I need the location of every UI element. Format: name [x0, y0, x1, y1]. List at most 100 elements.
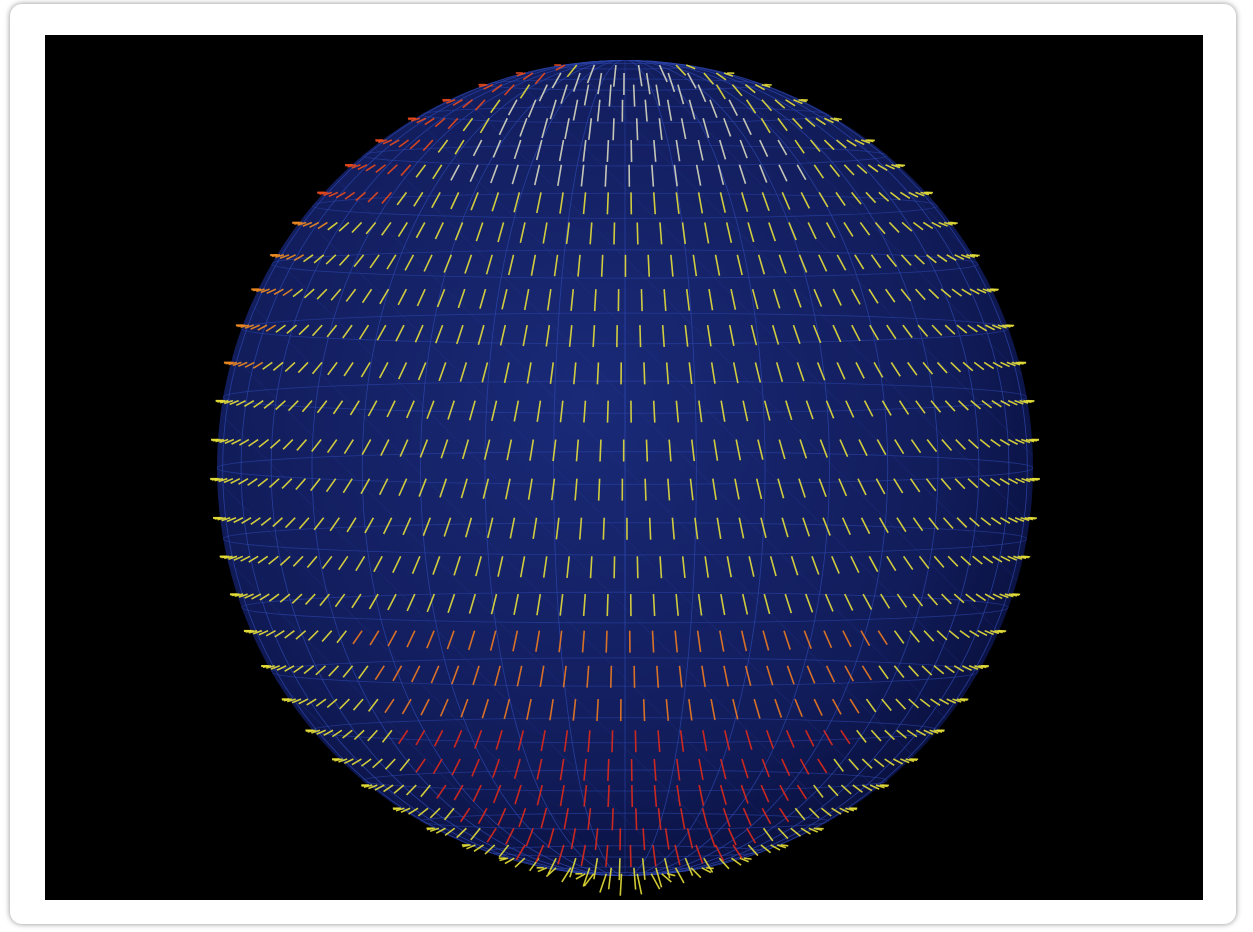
arrow: [710, 698, 716, 721]
arrow: [671, 517, 675, 540]
arrow: [343, 439, 354, 455]
arrow: [736, 254, 743, 276]
arrow: [570, 828, 577, 850]
arrow: [381, 729, 393, 743]
arrow: [665, 699, 670, 721]
arrow: [360, 361, 371, 378]
arrow: [577, 254, 581, 277]
arrow: [257, 324, 268, 331]
arrow: [813, 288, 823, 307]
arrow: [432, 556, 441, 575]
arrow: [442, 98, 451, 103]
arrow: [741, 758, 749, 779]
arrow: [958, 400, 969, 411]
arrow: [923, 729, 934, 735]
arrow: [274, 630, 285, 638]
arrow: [582, 867, 591, 887]
arrow: [438, 362, 447, 382]
arrow: [536, 400, 542, 423]
arrow: [909, 478, 921, 493]
arrow: [793, 288, 802, 308]
arrow: [450, 164, 460, 181]
arrow: [678, 665, 683, 688]
arrow: [796, 784, 808, 800]
arrow: [838, 478, 848, 497]
arrow: [338, 758, 348, 763]
arrow: [823, 729, 834, 746]
arrow: [719, 784, 727, 805]
arrow: [321, 555, 333, 570]
arrow: [650, 873, 661, 890]
arrow: [675, 64, 687, 76]
arrow: [962, 361, 974, 372]
arrow: [269, 438, 281, 449]
arrow: [744, 83, 756, 94]
arrow: [384, 698, 395, 714]
arrow: [472, 665, 480, 686]
arrow: [794, 698, 803, 717]
arrow: [472, 139, 483, 157]
arrow: [796, 362, 805, 382]
arrow: [229, 399, 239, 406]
arrow: [1019, 399, 1029, 404]
arrow: [596, 99, 601, 122]
arrow: [922, 221, 934, 230]
arrow: [732, 362, 739, 384]
arrow: [432, 758, 443, 775]
arrow: [855, 362, 865, 379]
arrow: [453, 729, 463, 748]
arrow: [940, 478, 952, 491]
arrow: [804, 729, 815, 747]
arrow: [759, 139, 769, 157]
arrow: [411, 555, 421, 575]
arrow: [831, 698, 842, 715]
arrow: [434, 222, 444, 240]
arrow: [248, 629, 258, 634]
arrow: [558, 630, 563, 653]
arrow: [422, 517, 432, 537]
arrow: [690, 439, 696, 462]
arrow: [281, 478, 293, 489]
arrow: [572, 699, 577, 721]
arrow: [824, 593, 834, 612]
arrow: [397, 729, 409, 745]
arrow: [761, 192, 770, 212]
arrow: [984, 593, 995, 601]
arrow: [491, 192, 500, 212]
arrow: [214, 516, 223, 520]
arrow: [292, 555, 304, 567]
arrow: [457, 288, 466, 309]
arrow: [985, 324, 995, 331]
arrow: [739, 857, 750, 863]
arrow: [833, 758, 844, 772]
arrow: [606, 594, 609, 617]
arrow: [899, 191, 911, 200]
arrow: [291, 698, 302, 704]
arrow: [794, 139, 805, 154]
arrow: [807, 222, 817, 240]
arrow: [723, 730, 731, 751]
mesh-line: [222, 60, 1028, 876]
arrow: [423, 254, 433, 272]
arrow: [977, 629, 988, 637]
arrow: [973, 361, 985, 371]
arrow: [944, 665, 955, 674]
arrow: [456, 827, 467, 839]
arrow: [751, 288, 759, 310]
arrow: [637, 64, 643, 87]
arrow: [741, 192, 749, 212]
arrow: [298, 517, 310, 530]
arrow: [262, 665, 272, 669]
arrow: [928, 288, 940, 300]
arrow: [228, 361, 238, 366]
arrow: [549, 362, 555, 384]
arrow: [475, 556, 482, 577]
arrow: [395, 324, 405, 342]
arrow: [956, 324, 968, 334]
arrow: [600, 254, 604, 277]
arrow: [519, 222, 526, 244]
arrow: [282, 288, 293, 297]
arrow: [867, 164, 879, 173]
arrow: [920, 191, 930, 196]
